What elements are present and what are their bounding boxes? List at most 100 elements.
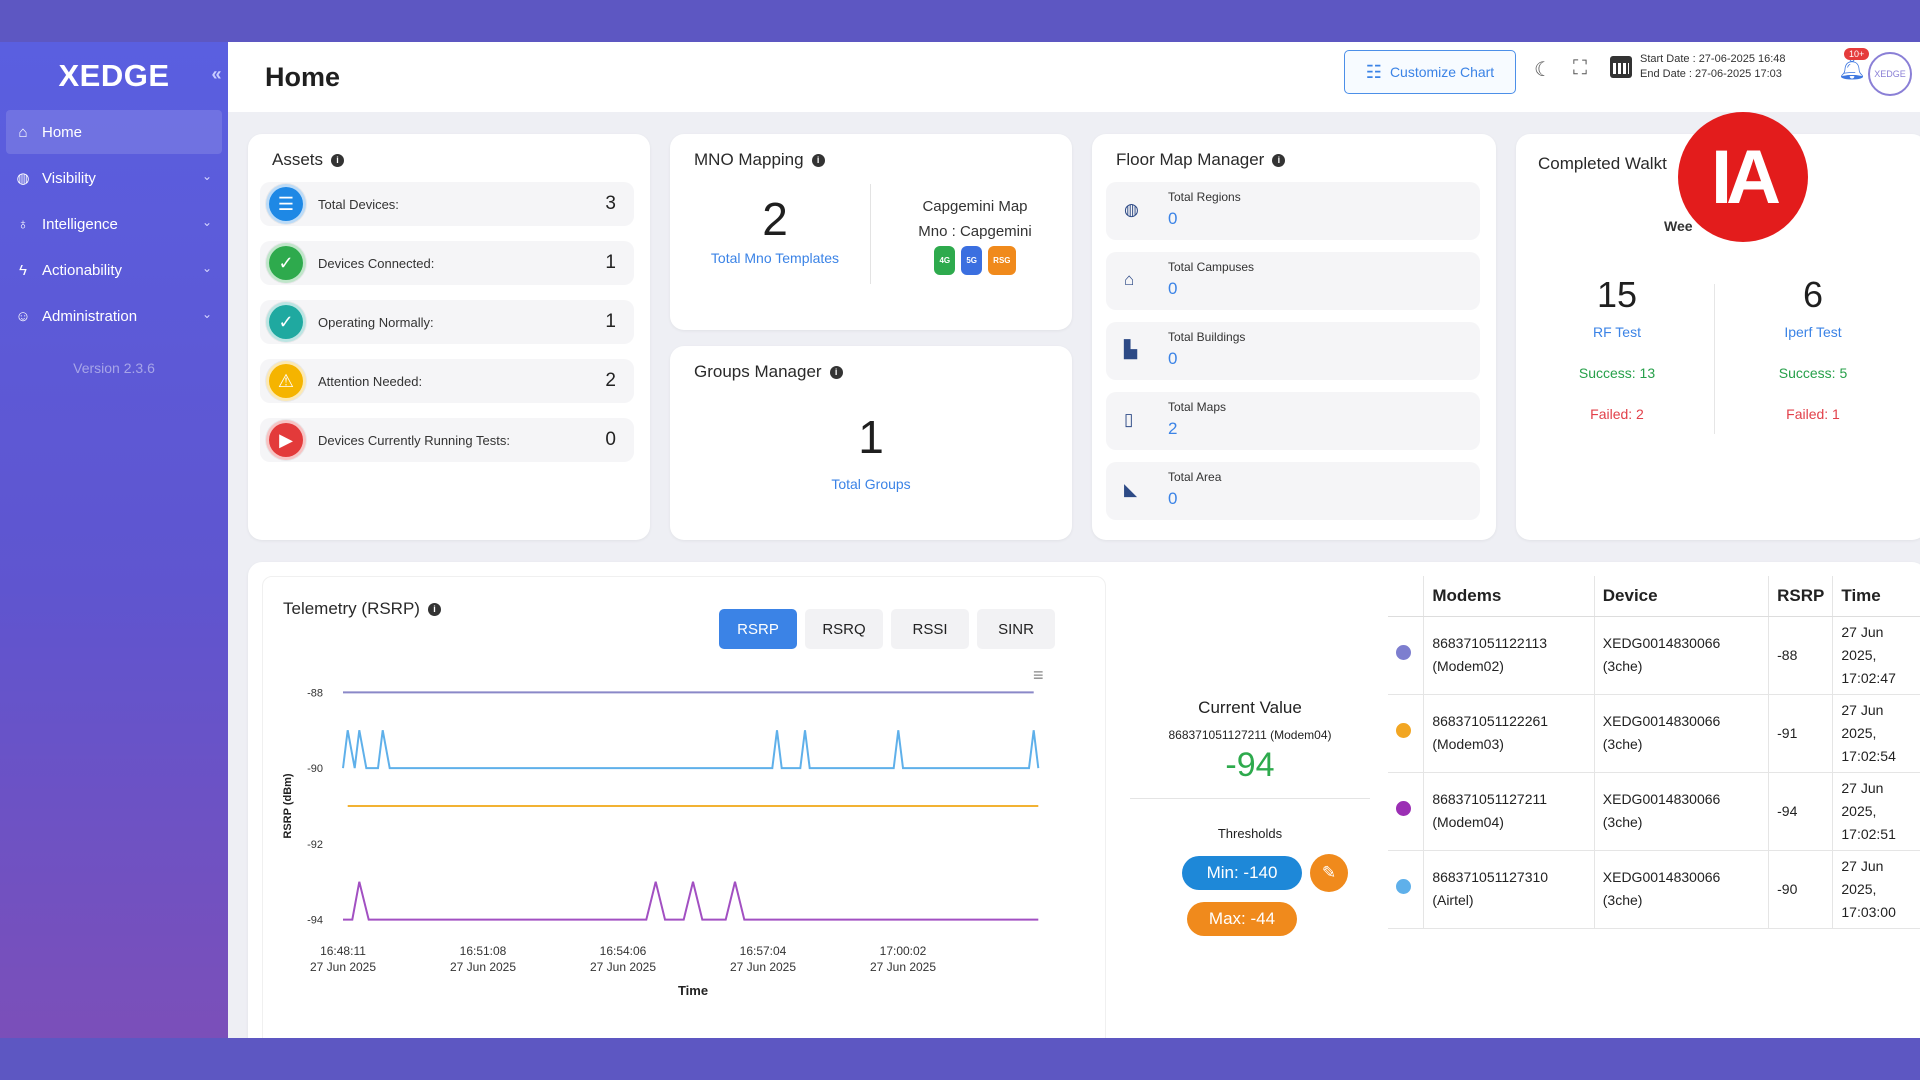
sidebar-item-label: Intelligence xyxy=(42,215,118,233)
current-value-card: Current Value 868371051127211 (Modem04) … xyxy=(1120,576,1380,1038)
sidebar-item-actionability[interactable]: ϟ Actionability ⌄ xyxy=(6,248,222,292)
ia-watermark-logo: IA xyxy=(1678,112,1808,242)
iperf-test-label[interactable]: Iperf Test xyxy=(1784,324,1842,340)
asset-label: Total Devices: xyxy=(318,196,399,212)
date-range-picker[interactable]: Start Date : 27-06-2025 16:48 End Date :… xyxy=(1610,52,1786,82)
sliders-icon: ☷ xyxy=(1365,61,1382,82)
brand-name: XEDGE xyxy=(58,58,170,93)
modem-cell: 868371051122261 (Modem03) xyxy=(1423,694,1595,773)
info-icon[interactable]: i xyxy=(427,602,441,616)
mno-tech-pills: 4G 5G RSG xyxy=(880,246,1070,275)
current-value-title: Current Value xyxy=(1198,698,1302,717)
rf-test-label[interactable]: RF Test xyxy=(1593,324,1641,340)
chevron-down-icon: ⌄ xyxy=(201,307,212,321)
moon-icon[interactable]: ☾ xyxy=(1534,59,1552,81)
asset-label: Operating Normally: xyxy=(318,314,434,330)
sidebar-item-visibility[interactable]: ◍ Visibility ⌄ xyxy=(6,156,222,200)
header-device: Device xyxy=(1594,576,1770,617)
device-cell: XEDG0014830066 (3che) xyxy=(1594,850,1770,929)
bell-icon[interactable]: 🔔︎ xyxy=(1838,56,1866,81)
hamburger-menu-icon[interactable]: ≡ xyxy=(1033,665,1044,685)
table-row[interactable]: 868371051122261 (Modem03) XEDG0014830066 (… xyxy=(1388,694,1920,773)
fullscreen-icon[interactable]: ⛶ xyxy=(1573,57,1587,79)
total-groups-link[interactable]: Total Groups xyxy=(831,476,911,492)
color-cell xyxy=(1388,772,1425,851)
floor-map-value: 0 xyxy=(1168,489,1178,508)
telemetry-chart-card: Telemetry (RSRP) i RSRP RSRQ RSSI SINR ≡… xyxy=(262,576,1106,1038)
device-sub: (3che) xyxy=(1602,814,1643,830)
modem-name: (Modem02) xyxy=(1432,658,1504,674)
sidebar: XEDGE « ⌂ Home ◍ Visibility ⌄ ♁ Intellig… xyxy=(0,42,228,1038)
brand-logo[interactable]: XEDGE « xyxy=(0,42,228,110)
assets-card: Assets i ☰ Total Devices: 3 ✓ Devices Co… xyxy=(248,134,650,540)
tab-rsrq[interactable]: RSRQ xyxy=(805,609,883,649)
sidebar-item-intelligence[interactable]: ♁ Intelligence ⌄ xyxy=(6,202,222,246)
asset-row-attention-needed[interactable]: ⚠ Attention Needed: 2 xyxy=(260,359,634,403)
start-date: Start Date : 27-06-2025 16:48 xyxy=(1640,53,1786,65)
edit-icon[interactable]: ✎ xyxy=(1310,854,1348,892)
telemetry-title: Telemetry (RSRP) i xyxy=(283,599,441,619)
groups-manager-card: Groups Manager i 1 Total Groups xyxy=(670,346,1072,540)
tab-rsrp[interactable]: RSRP xyxy=(719,609,797,649)
asset-value: 0 xyxy=(605,429,616,450)
check-icon: ✓ xyxy=(266,302,306,342)
sidebar-item-administration[interactable]: ☺ Administration ⌄ xyxy=(6,294,222,338)
floor-map-value: 0 xyxy=(1168,209,1178,228)
divider xyxy=(1130,798,1370,799)
customize-chart-button[interactable]: ☷ Customize Chart xyxy=(1344,50,1516,94)
asset-row-devices-connected[interactable]: ✓ Devices Connected: 1 xyxy=(260,241,634,285)
y-tick-label: -90 xyxy=(307,763,323,775)
info-icon[interactable]: i xyxy=(811,153,825,167)
users-gear-icon: ☺ xyxy=(15,307,31,325)
info-icon[interactable]: i xyxy=(829,365,843,379)
sidebar-item-label: Administration xyxy=(42,307,138,325)
modem-id: 868371051127211 xyxy=(1432,791,1548,807)
header-rsrp: RSRP xyxy=(1768,576,1834,617)
tab-sinr[interactable]: SINR xyxy=(977,609,1055,649)
time-line: 27 Jun xyxy=(1841,857,1884,874)
check-circle-icon: ✓ xyxy=(266,243,306,283)
table-row[interactable]: 868371051127211 (Modem04) XEDG0014830066 (… xyxy=(1388,772,1920,851)
floor-map-value: 2 xyxy=(1168,419,1178,438)
y-axis-title: RSRP (dBm) xyxy=(282,773,294,839)
avatar[interactable]: XEDGE xyxy=(1868,52,1912,96)
double-chevron-left-icon[interactable]: « xyxy=(211,64,222,84)
divider xyxy=(1714,284,1715,434)
info-icon[interactable]: i xyxy=(331,153,345,167)
globe-icon: ◍ xyxy=(16,170,30,187)
end-date: End Date : 27-06-2025 17:03 xyxy=(1640,68,1782,80)
time-line: 27 Jun xyxy=(1841,701,1884,718)
floor-map-row-campuses[interactable]: ⌂ Total Campuses 0 xyxy=(1106,252,1480,310)
device-cell: XEDG0014830066 (3che) xyxy=(1594,772,1770,851)
rsrp-line-chart: -88 -90 -92 -94 16:48:11 27 Jun 2025 16:51:08 2… xyxy=(282,687,1040,998)
chevron-down-icon: ⌄ xyxy=(201,261,212,275)
time-line: 27 Jun xyxy=(1841,623,1884,640)
main-content: Home ☷ Customize Chart ☾ ⛶ Start Date : … xyxy=(228,42,1920,1038)
y-tick-label: -92 xyxy=(307,839,323,851)
floor-map-row-buildings[interactable]: ▙ Total Buildings 0 xyxy=(1106,322,1480,380)
asset-row-total-devices[interactable]: ☰ Total Devices: 3 xyxy=(260,182,634,226)
tab-rssi[interactable]: RSSI xyxy=(891,609,969,649)
floor-map-row-maps[interactable]: ▯ Total Maps 2 xyxy=(1106,392,1480,450)
floor-map-value: 0 xyxy=(1168,279,1178,298)
total-mno-templates-link[interactable]: Total Mno Templates xyxy=(710,250,840,266)
rf-test-failed: Failed: 2 xyxy=(1590,406,1644,422)
floor-map-row-regions[interactable]: ◍ Total Regions 0 xyxy=(1106,182,1480,240)
time-line: 17:03:00 xyxy=(1841,903,1896,920)
current-value: -94 xyxy=(1225,746,1275,784)
color-cell xyxy=(1388,694,1425,773)
info-icon[interactable]: i xyxy=(1272,153,1286,167)
mno-name: Mno : Capgemini xyxy=(918,223,1032,240)
asset-row-running-tests[interactable]: ▶ Devices Currently Running Tests: 0 xyxy=(260,418,634,462)
sidebar-item-home[interactable]: ⌂ Home xyxy=(6,110,222,154)
rsrp-cell: -94 xyxy=(1768,772,1834,851)
asset-row-operating-normally[interactable]: ✓ Operating Normally: 1 xyxy=(260,300,634,344)
logo-text: IA xyxy=(1711,134,1781,220)
table-row[interactable]: 868371051122113 (Modem02) XEDG0014830066 (… xyxy=(1388,616,1920,695)
telemetry-panel: Telemetry (RSRP) i RSRP RSRQ RSSI SINR ≡… xyxy=(248,562,1920,1038)
x-tick-date: 27 Jun 2025 xyxy=(450,960,516,974)
floor-map-row-area[interactable]: ◣ Total Area 0 xyxy=(1106,462,1480,520)
x-tick-label: 16:48:11 xyxy=(320,944,366,958)
floor-map-title: Floor Map Manager i xyxy=(1116,150,1286,170)
table-row[interactable]: 868371051127310 (Airtel) XEDG0014830066 (3… xyxy=(1388,850,1920,929)
